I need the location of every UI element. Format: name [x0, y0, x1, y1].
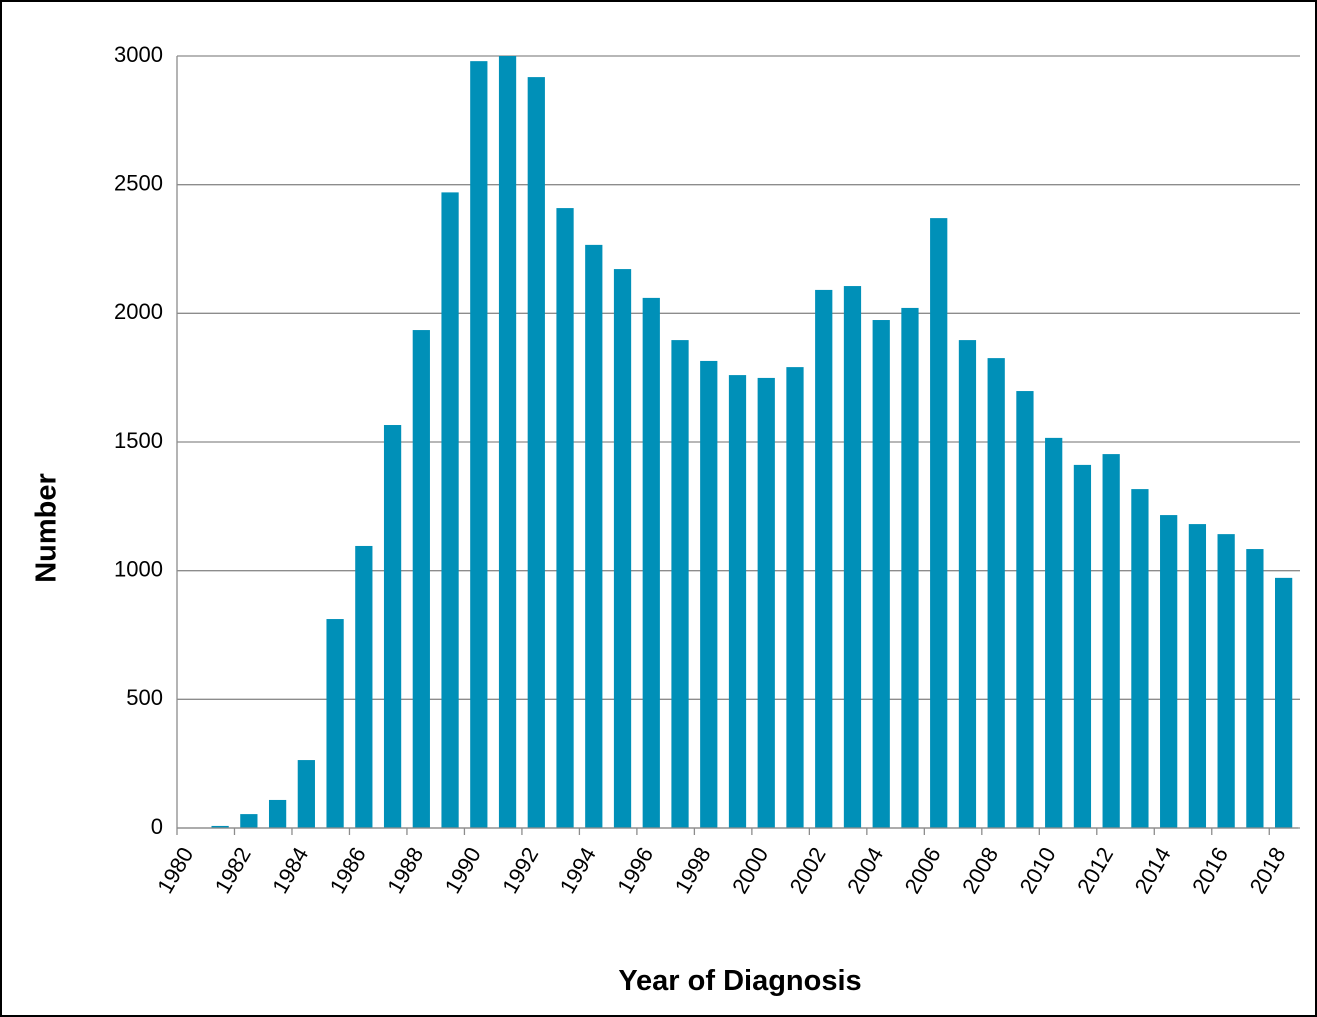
- bar: [1246, 549, 1264, 828]
- y-tick-label: 1500: [114, 428, 163, 453]
- bar: [268, 799, 287, 828]
- bar: [556, 208, 574, 829]
- bar: [700, 360, 718, 828]
- bar: [728, 375, 747, 828]
- bar: [240, 814, 258, 828]
- bar: [383, 425, 402, 828]
- bar: [1217, 534, 1235, 828]
- bar: [843, 286, 862, 828]
- bar: [1131, 489, 1149, 828]
- y-tick-label: 1000: [114, 556, 163, 581]
- bar: [297, 760, 315, 828]
- bar: [1045, 437, 1063, 828]
- bar: [1102, 454, 1120, 828]
- bar: [786, 367, 804, 828]
- bar: [1188, 524, 1207, 828]
- x-axis-label: Year of Diagnosis: [618, 965, 861, 997]
- bar: [498, 56, 517, 828]
- bar: [872, 320, 890, 828]
- y-tick-label: 500: [126, 685, 163, 710]
- bar: [412, 330, 430, 828]
- bar: [1275, 577, 1293, 828]
- bar: [1016, 391, 1034, 828]
- bar: [815, 289, 833, 828]
- bar: [757, 377, 775, 828]
- bar: [642, 297, 660, 829]
- y-tick-label: 3000: [114, 42, 163, 67]
- bar: [901, 307, 919, 828]
- bar: [958, 340, 977, 828]
- y-tick-label: 2500: [114, 170, 163, 195]
- bar: [441, 192, 459, 829]
- bar: [1160, 515, 1178, 828]
- bar: [671, 340, 689, 828]
- bar: [585, 244, 603, 828]
- bar: [1073, 464, 1092, 828]
- y-axis-label: Number: [31, 473, 63, 583]
- bar: [355, 545, 373, 828]
- bar: [326, 619, 344, 828]
- y-tick-label: 2000: [114, 299, 163, 324]
- y-tick-label: 0: [151, 814, 163, 839]
- bar: [613, 269, 632, 828]
- bar: [470, 61, 488, 828]
- bar: [930, 218, 948, 828]
- bar: [211, 825, 229, 828]
- bar: [987, 358, 1005, 828]
- bar: [527, 77, 545, 829]
